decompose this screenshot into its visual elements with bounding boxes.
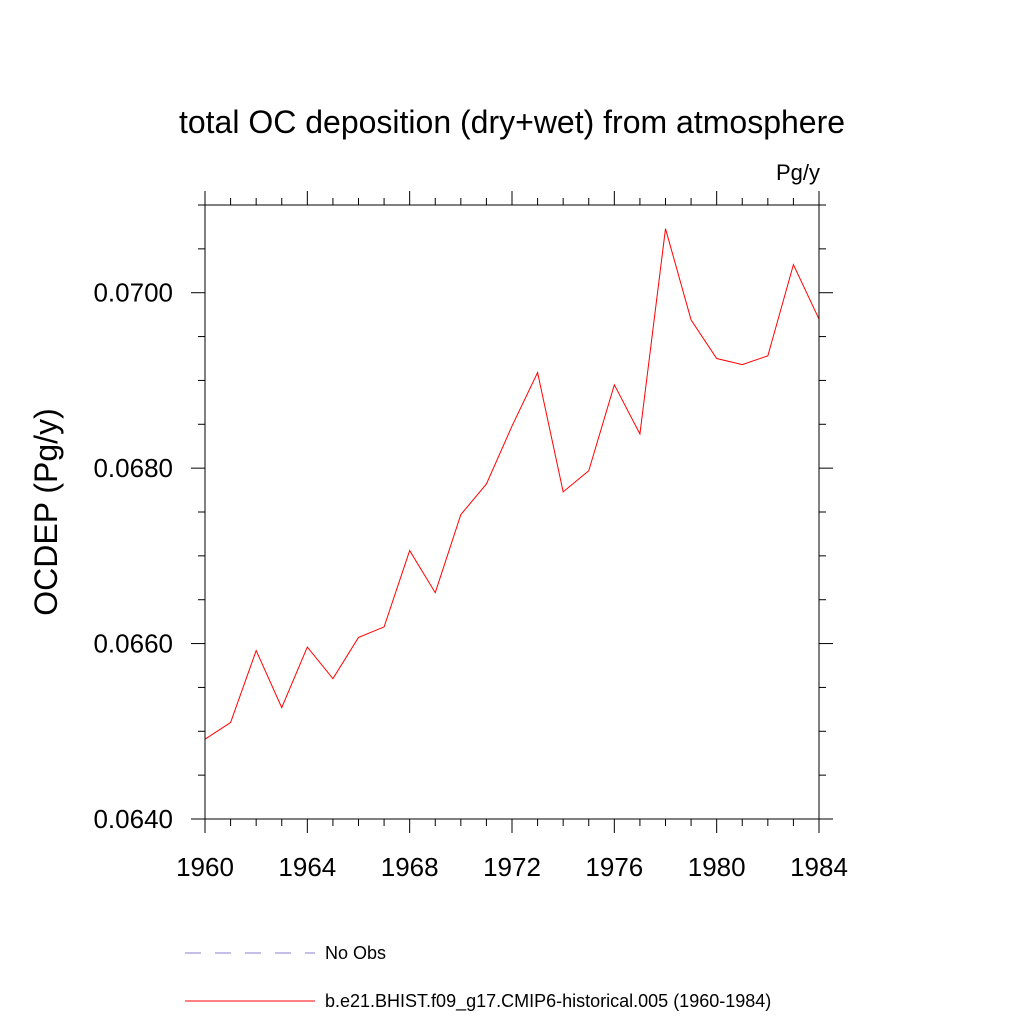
y-tick-labels: 0.0640 0.0660 0.0680 0.0700 [93, 278, 173, 834]
x-tick-label: 1984 [790, 852, 848, 882]
x-tick-label: 1980 [688, 852, 746, 882]
y-tick-label: 0.0700 [93, 278, 173, 308]
y-tick-label: 0.0680 [93, 453, 173, 483]
legend-label-historical: b.e21.BHIST.f09_g17.CMIP6-historical.005… [325, 991, 771, 1012]
x-tick-label: 1960 [176, 852, 234, 882]
y-axis-label: OCDEP (Pg/y) [28, 408, 64, 615]
legend: No Obs b.e21.BHIST.f09_g17.CMIP6-histori… [185, 943, 771, 1012]
x-tick-label: 1964 [278, 852, 336, 882]
y-tick-label: 0.0660 [93, 629, 173, 659]
legend-label-no-obs: No Obs [325, 943, 386, 963]
x-tick-label: 1968 [381, 852, 439, 882]
plot-frame [204, 204, 820, 820]
units-label: Pg/y [776, 160, 820, 185]
axis-ticks [191, 191, 833, 833]
x-tick-label: 1972 [483, 852, 541, 882]
x-tick-labels: 1960 1964 1968 1972 1976 1980 1984 [176, 852, 848, 882]
chart-title: total OC deposition (dry+wet) from atmos… [179, 104, 845, 140]
y-tick-label: 0.0640 [93, 804, 173, 834]
plot-series [204, 228, 820, 740]
series-line-0 [204, 228, 820, 740]
x-tick-label: 1976 [585, 852, 643, 882]
